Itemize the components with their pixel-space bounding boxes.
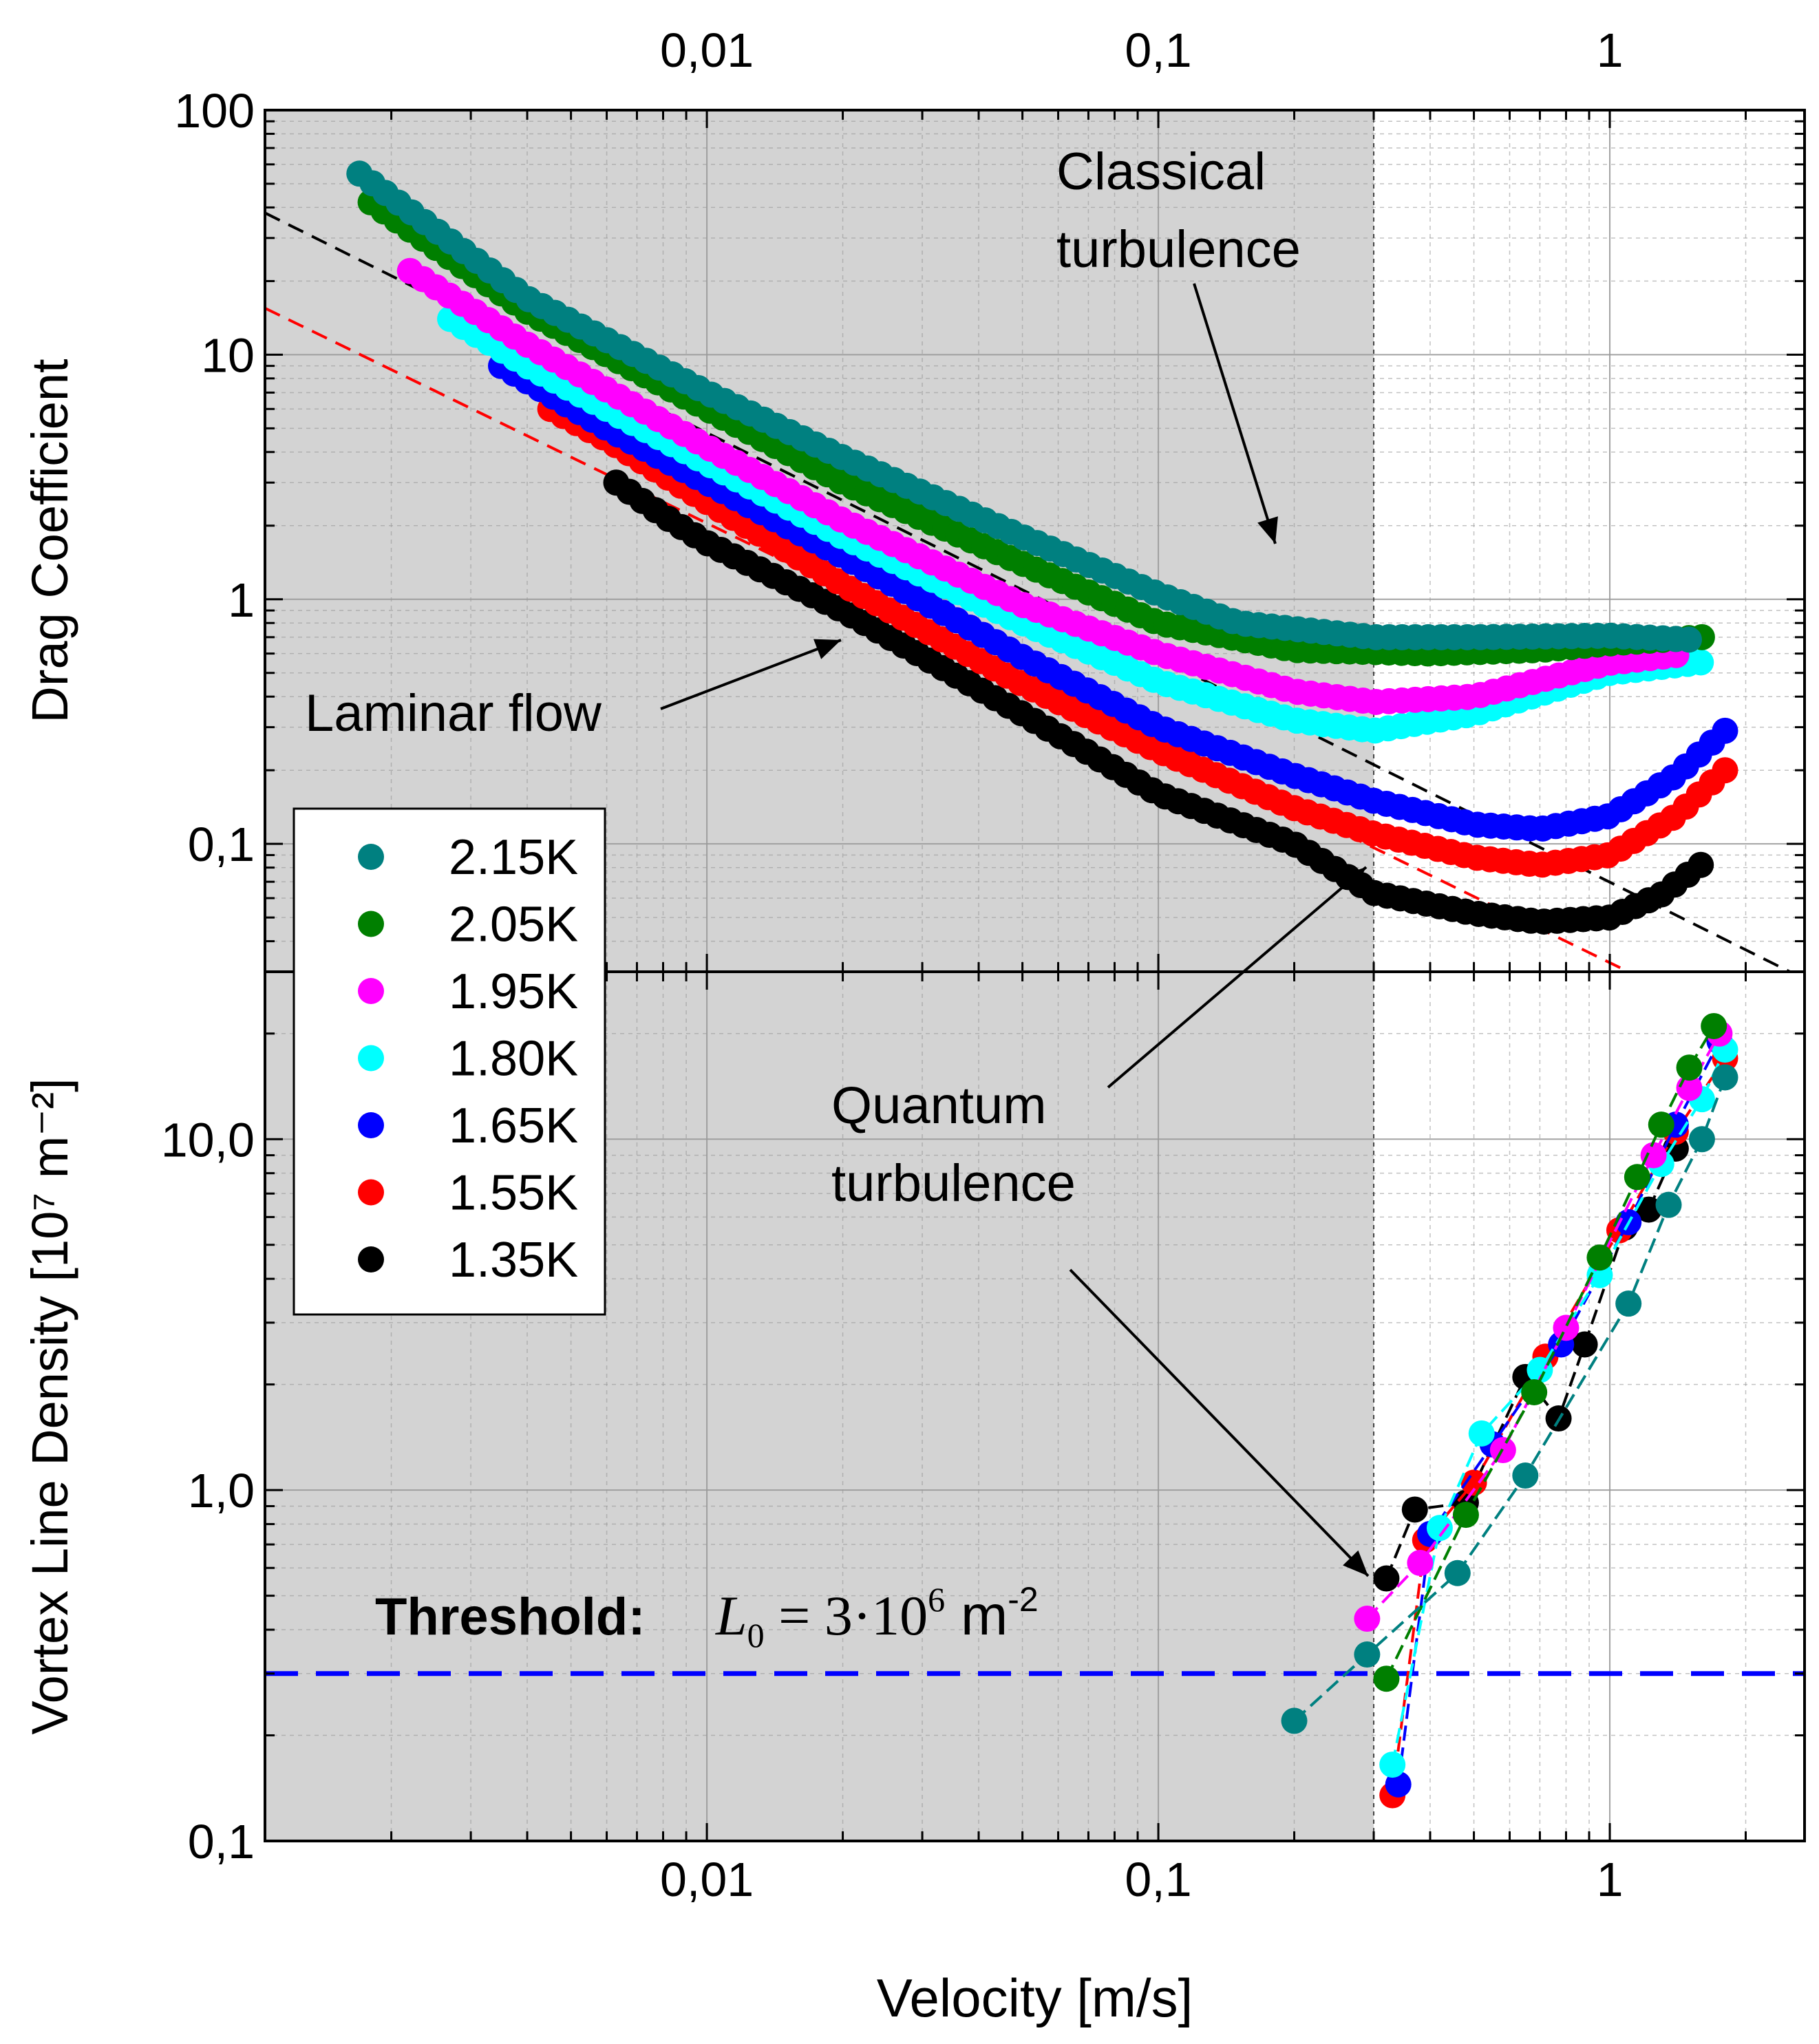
data-point [1648,1111,1674,1138]
data-point [1444,1559,1471,1586]
x-axis-title: Velocity [m/s] [877,1968,1193,2028]
legend-label: 2.05K [449,897,578,952]
legend-marker [358,978,384,1004]
arrowhead [813,639,841,659]
formula-unit: m [945,1584,1008,1647]
laminar-flow-label: Laminar flow [305,684,602,743]
top-x-tick-label: 0,01 [660,23,754,77]
data-point [1354,1641,1381,1668]
plot-frame [264,109,1806,1842]
classical-turbulence-label-line1: Classical [1056,142,1266,201]
data-point [1586,1244,1613,1271]
bottom-x-tick-label: 0,1 [1125,1853,1191,1906]
bottom-y-tick-label: 0,1 [188,1815,255,1869]
data-point [1624,1164,1650,1191]
bottom-x-tick-label: 0,01 [660,1853,754,1906]
series-2_15K-drag [346,160,1702,653]
bottom-y-tick-label: 1,0 [188,1464,255,1518]
quantum-turbulence-label-line2: turbulence [831,1154,1076,1213]
data-point [1401,1496,1428,1523]
series-1_35K-drag [603,469,1714,935]
legend-label: 1.35K [449,1233,578,1288]
series-2_05K-vortex [1373,1012,1727,1692]
top-x-tick-label: 1 [1597,23,1624,77]
laminar-fit-line [265,306,1630,972]
classical-turbulence-label-line2: turbulence [1056,220,1301,279]
laminar-arrow [660,639,842,710]
legend-marker [358,911,384,937]
data-point [1712,1064,1738,1091]
data-point [1373,1665,1400,1692]
quantum-arrow-upper [1107,866,1368,1089]
data-point [1553,1314,1579,1341]
series-1_95K-drag [396,257,1690,715]
bottom-y-tick-label: 10,0 [161,1113,255,1167]
bottom-x-tick-label: 1 [1597,1853,1624,1906]
data-point [1521,1379,1548,1406]
legend-label: 1.65K [449,1098,578,1153]
bottom-y-axis-title: Vortex Line Density [10⁷ m⁻²] [21,1078,78,1734]
arrowhead [1339,867,1366,892]
top-y-axis-title: Drag Coefficient [21,359,78,723]
data-point [1407,1549,1434,1576]
data-point [1281,1707,1308,1734]
top-y-tick-label: 100 [174,84,255,138]
series-1_95K-vortex [1354,1020,1733,1632]
formula-unit-exp: -2 [1008,1580,1038,1619]
arrowhead [1257,516,1278,544]
data-point [1635,1196,1662,1223]
data-point [1688,649,1714,676]
legend-marker [358,1045,384,1072]
data-point [1452,1502,1479,1529]
data-point [1712,717,1738,744]
legend-label: 1.80K [449,1032,578,1087]
data-point [1385,1771,1412,1798]
legend-label: 1.55K [449,1166,578,1221]
legend-marker [358,1246,384,1273]
data-point [1688,851,1714,878]
quantum-arrow-lower [1069,1268,1370,1577]
legend-marker [358,1112,384,1138]
data-point [1655,1191,1682,1218]
classical-arrow [1193,283,1277,544]
legend-label: 1.95K [449,964,578,1019]
legend-marker [358,844,384,870]
data-point [1354,1606,1381,1632]
formula-eq: = 3·10 [765,1584,928,1647]
data-point [1379,1752,1406,1778]
data-point [1468,1420,1495,1447]
data-point [1512,1462,1539,1489]
series-1_55K-drag [537,396,1738,878]
top-y-tick-label: 1 [228,573,255,627]
data-point [1701,1012,1727,1039]
top-y-tick-label: 0,1 [188,818,255,871]
data-point [1373,1565,1400,1592]
top-x-tick-label: 0,1 [1125,23,1191,77]
series-2_15K-vortex [1281,1064,1738,1734]
quantum-turbulence-label-line1: Quantum [831,1076,1047,1135]
arrowhead [1343,1550,1368,1576]
data-point [1676,1054,1703,1081]
formula-exp: 6 [928,1580,945,1619]
data-point [1640,1142,1667,1169]
data-point [1571,1331,1598,1358]
series-1_65K-drag [487,352,1738,842]
data-point [1688,1126,1715,1153]
threshold-label: Threshold: [375,1588,646,1646]
threshold-formula: L0 = 3·106 m-2 [715,1580,1039,1654]
data-point [1426,1515,1453,1542]
formula-L: L [715,1584,747,1647]
data-point [1675,626,1702,653]
legend-box [292,807,606,1316]
legend-label: 2.15K [449,830,578,885]
formula-sub: 0 [747,1616,765,1654]
legend-marker [358,1179,384,1206]
data-point [1615,1290,1642,1317]
top-y-tick-label: 10 [201,328,255,382]
data-point [1712,757,1738,784]
